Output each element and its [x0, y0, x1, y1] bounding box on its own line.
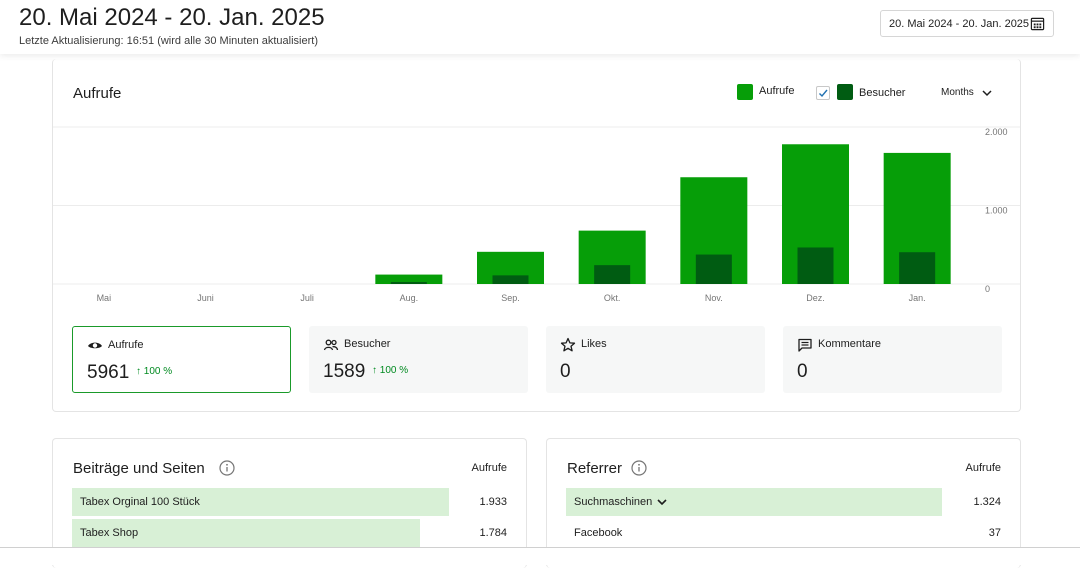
referrer-row-bar: [566, 488, 942, 516]
stat-tile-likes[interactable]: Likes 0: [546, 326, 765, 393]
x-tick-label: Sep.: [501, 293, 520, 303]
stat-change-badge: ↑ 100 %: [372, 365, 409, 376]
star-icon: [560, 337, 576, 352]
period-select[interactable]: Months: [941, 87, 992, 98]
stat-label: Likes: [581, 338, 607, 350]
referrer-row-facebook[interactable]: Facebook: [574, 527, 623, 539]
info-icon[interactable]: [219, 460, 235, 476]
y-tick-label: 2.000: [985, 127, 1008, 137]
legend-views-label: Aufrufe: [759, 85, 795, 97]
referrer-row-search-engines[interactable]: Suchmaschinen: [574, 496, 667, 508]
posts-row-bar: [72, 519, 420, 547]
posts-pages-card: Beiträge und Seiten Aufrufe Tabex Orgina…: [52, 438, 527, 568]
stat-tile-visitors[interactable]: Besucher 1589 ↑ 100 %: [309, 326, 528, 393]
referrer-card-title: Referrer: [567, 460, 623, 477]
x-tick-label: Okt.: [604, 293, 621, 303]
referrer-column-header: Aufrufe: [965, 462, 1001, 474]
posts-row-bar: [72, 488, 449, 516]
period-select-label: Months: [941, 87, 974, 98]
stat-tile-views[interactable]: Aufrufe 5961 ↑ 100 %: [72, 326, 291, 393]
posts-row-value: 1.784: [479, 527, 507, 539]
y-tick-label: 1.000: [985, 206, 1008, 216]
bar-visitors-9: [899, 252, 936, 284]
last-update-text: Letzte Aktualisierung: 16:51 (wird alle …: [19, 35, 318, 47]
date-range-picker[interactable]: 20. Mai 2024 - 20. Jan. 2025: [880, 10, 1054, 37]
posts-row-value: 1.933: [479, 496, 507, 508]
chevron-down-icon: [982, 89, 992, 96]
views-bar-chart: 2.000 1.000 0 Mai Juni Juli Aug. Sep. Okt. Nov. De…: [53, 126, 1020, 303]
x-tick-label: Dez.: [806, 293, 825, 303]
posts-column-header: Aufrufe: [471, 462, 507, 474]
legend-views-swatch: [737, 84, 753, 100]
bar-views-4: [375, 274, 443, 284]
stat-value: 0: [797, 361, 808, 382]
x-tick-label: Jan.: [909, 293, 926, 303]
bar-visitors-8: [797, 247, 834, 284]
comment-icon: [798, 338, 812, 352]
referrer-row-label: Suchmaschinen: [574, 496, 653, 508]
date-range-picker-label: 20. Mai 2024 - 20. Jan. 2025: [889, 17, 1030, 30]
checkmark-icon: [819, 89, 828, 98]
stat-value: 5961: [87, 362, 130, 383]
date-range-title: 20. Mai 2024 - 20. Jan. 2025: [19, 4, 325, 31]
chevron-down-icon: [657, 499, 667, 506]
stat-label: Kommentare: [818, 338, 881, 350]
referrer-card: Referrer Aufrufe Suchmaschinen 1.324 Fac…: [546, 438, 1021, 568]
bar-visitors-5: [492, 275, 529, 284]
x-tick-label: Juni: [197, 293, 214, 303]
stat-change-badge: ↑ 100 %: [136, 366, 173, 377]
referrer-row-value: 1.324: [973, 496, 1001, 508]
x-tick-label: Juli: [300, 293, 314, 303]
bottom-scroll-edge: [0, 547, 1080, 565]
x-tick-label: Nov.: [705, 293, 723, 303]
views-card-title: Aufrufe: [73, 85, 122, 102]
y-tick-label: 0: [985, 284, 990, 294]
calendar-icon: [1030, 17, 1045, 31]
bar-visitors-7: [695, 254, 732, 284]
page-header: 20. Mai 2024 - 20. Jan. 2025 Letzte Aktu…: [0, 0, 1080, 54]
legend-visitors-label: Besucher: [859, 87, 906, 99]
bar-visitors-6: [594, 265, 631, 284]
stat-label: Besucher: [344, 338, 391, 350]
people-icon: [323, 339, 339, 351]
x-tick-label: Mai: [97, 293, 112, 303]
stat-tile-comments[interactable]: Kommentare 0: [783, 326, 1002, 393]
posts-row-link[interactable]: Tabex Orginal 100 Stück: [80, 496, 200, 508]
bar-visitors-4: [390, 282, 427, 284]
eye-icon: [88, 342, 102, 349]
stat-value: 0: [560, 361, 571, 382]
x-tick-label: Aug.: [400, 293, 419, 303]
posts-row-link[interactable]: Tabex Shop: [80, 527, 139, 539]
posts-card-title: Beiträge und Seiten: [73, 460, 205, 477]
referrer-row-value: 37: [988, 527, 1001, 539]
legend-visitors-swatch: [837, 84, 853, 100]
visitors-toggle-checkbox[interactable]: [816, 86, 830, 100]
stat-label: Aufrufe: [108, 339, 144, 351]
info-icon[interactable]: [631, 460, 647, 476]
stat-value: 1589: [323, 361, 366, 382]
